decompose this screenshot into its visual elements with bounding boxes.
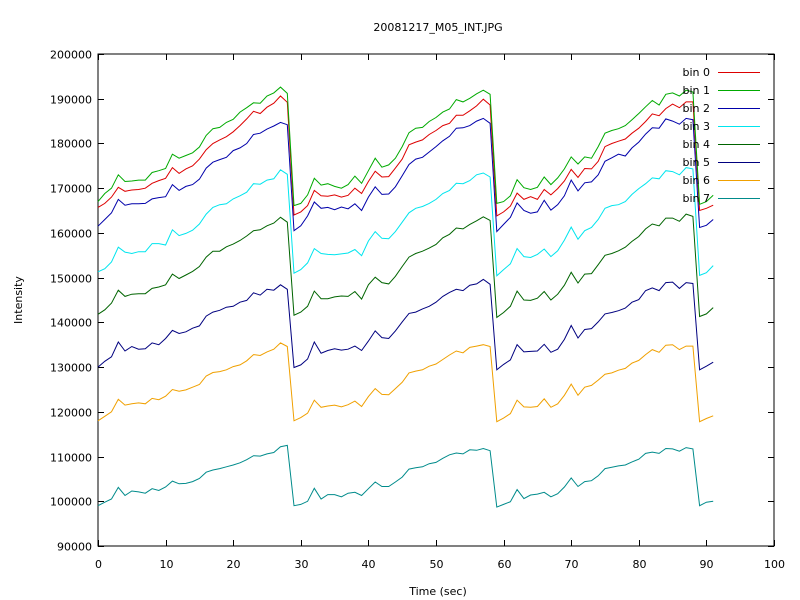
series-line-bin-7: [97, 444, 714, 508]
series-line-bin-0: [97, 95, 714, 217]
legend-label-bin-1: bin 1: [682, 84, 710, 97]
y-tick-label: 200000: [50, 49, 92, 62]
y-tick-label: 170000: [50, 183, 92, 196]
legend-label-bin-7: bin 7: [682, 192, 710, 205]
y-tick-label: 160000: [50, 228, 92, 241]
x-tick-label: 50: [430, 558, 444, 571]
y-tick-label: 100000: [50, 496, 92, 509]
x-tick-label: 80: [633, 558, 647, 571]
plot-axes: 0 10 20 30 40 50 60 70 80 90 100 90000 100000 110000 1…: [50, 49, 785, 572]
x-tick-label: 10: [160, 558, 174, 571]
series-line-bin-4: [97, 213, 714, 319]
series-line-bin-5: [97, 278, 714, 371]
x-tick-label: 0: [95, 558, 102, 571]
series-line-bin-3: [97, 167, 714, 277]
x-tick-label: 70: [565, 558, 579, 571]
legend-label-bin-4: bin 4: [682, 138, 710, 151]
x-axis-title: Time (sec): [408, 585, 467, 598]
x-tick-label: 100: [764, 558, 785, 571]
legend-label-bin-5: bin 5: [682, 156, 710, 169]
x-tick-label: 40: [362, 558, 376, 571]
y-tick-label: 150000: [50, 273, 92, 286]
legend-label-bin-0: bin 0: [682, 66, 710, 79]
series-lines: [97, 86, 714, 508]
chart-title: 20081217_M05_INT.JPG: [373, 21, 502, 34]
y-tick-label: 90000: [57, 541, 92, 554]
legend-label-bin-3: bin 3: [682, 120, 710, 133]
y-tick-label: 120000: [50, 407, 92, 420]
x-tick-label: 20: [227, 558, 241, 571]
x-tick-label: 60: [498, 558, 512, 571]
y-tick-label: 180000: [50, 138, 92, 151]
y-tick-label: 140000: [50, 317, 92, 330]
y-tick-label: 130000: [50, 362, 92, 375]
x-tick-label: 90: [700, 558, 714, 571]
y-tick-label: 110000: [50, 452, 92, 465]
series-line-bin-1: [97, 86, 714, 207]
y-axis-title: Intensity: [12, 276, 25, 324]
legend-label-bin-6: bin 6: [682, 174, 710, 187]
x-tick-label: 30: [295, 558, 309, 571]
series-line-bin-6: [97, 342, 714, 423]
y-tick-label: 190000: [50, 94, 92, 107]
plot-frame: [97, 53, 775, 547]
series-line-bin-2: [97, 117, 714, 233]
legend-label-bin-2: bin 2: [682, 102, 710, 115]
chart-legend: bin 0 bin 1 bin 2 bin 3 bin 4 bin 5 bin 6 bin 7: [682, 66, 760, 205]
